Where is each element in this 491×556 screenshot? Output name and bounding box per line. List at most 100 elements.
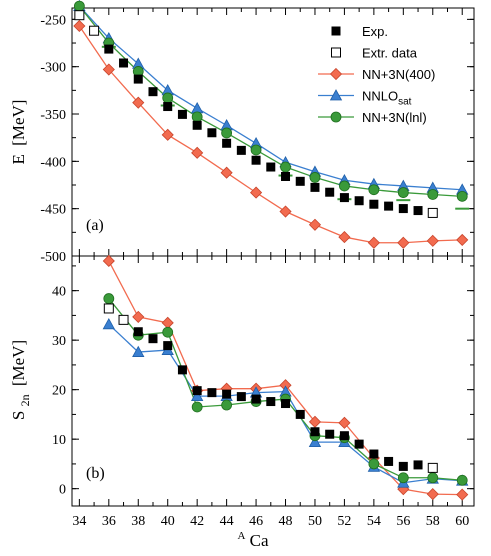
point-extr-data xyxy=(89,25,100,36)
legend: Exp. Extr. data NN+3N(400) NNLOsat NN+3N(lnl… xyxy=(318,24,435,125)
y-tick-label: 10 xyxy=(52,433,66,448)
x-tick-label: 48 xyxy=(279,514,293,529)
point-nn-3n-lnl- xyxy=(221,127,233,139)
point-exp- xyxy=(295,176,305,186)
panel-b: 0 10 20 30 40 34 36 38 40 42 44 46 48 50 52 54 56 58 60 (b… xyxy=(52,254,475,529)
y-tick-label: 30 xyxy=(52,334,66,349)
point-nn-3n-400- xyxy=(132,96,145,109)
point-exp- xyxy=(325,187,335,197)
panel-a-y-axis-label: E [MeV] xyxy=(9,100,28,165)
y-tick-label: 0 xyxy=(59,483,66,498)
point-nn-3n-lnl- xyxy=(456,190,468,202)
panel-b-y-axis-subscript: 2n xyxy=(18,394,32,406)
point-exp- xyxy=(133,327,143,337)
point-exp- xyxy=(177,109,187,119)
point-nn-3n-400- xyxy=(250,186,263,199)
point-nnlo-sat xyxy=(132,345,145,357)
legend-entry-label: NNLO xyxy=(362,89,398,104)
point-exp- xyxy=(339,431,349,441)
point-exp- xyxy=(148,334,158,344)
point-exp- xyxy=(384,456,394,466)
x-tick-label: 50 xyxy=(308,514,322,529)
point-nn-3n-lnl- xyxy=(162,326,174,338)
legend-marker xyxy=(331,26,341,36)
point-exp- xyxy=(413,460,423,470)
legend-marker xyxy=(331,47,341,58)
point-nn-3n-lnl- xyxy=(191,111,203,123)
y-tick-label: -500 xyxy=(40,250,66,265)
point-exp- xyxy=(310,427,320,437)
point-nn-3n-400- xyxy=(456,233,469,246)
point-exp- xyxy=(192,120,202,130)
point-nn-3n-lnl- xyxy=(73,0,85,12)
point-nn-3n-400- xyxy=(426,488,439,501)
point-exp- xyxy=(369,199,379,209)
x-axis-label-superscript: A xyxy=(237,530,245,542)
x-axis-label-element: Ca xyxy=(250,531,269,550)
legend-marker xyxy=(329,67,343,81)
point-nnlo-sat xyxy=(190,102,204,114)
point-exp- xyxy=(222,138,232,148)
point-nn-3n-lnl- xyxy=(427,472,439,484)
point-exp- xyxy=(310,182,320,192)
point-nn-3n-400- xyxy=(279,205,292,218)
point-nn-3n-400- xyxy=(161,316,174,329)
y-tick-label: -350 xyxy=(40,108,66,123)
legend-entry-label: Exp. xyxy=(362,24,388,39)
series-line-nn-3n-400- xyxy=(108,260,463,496)
point-nn-3n-400- xyxy=(338,231,351,244)
point-exp- xyxy=(398,204,408,214)
point-nn-3n-400- xyxy=(102,63,115,76)
point-nn-3n-lnl- xyxy=(397,472,409,484)
x-tick-label: 60 xyxy=(455,514,469,529)
point-exp- xyxy=(266,162,276,172)
y-tick-label: -400 xyxy=(40,155,66,170)
point-nn-3n-400- xyxy=(161,128,174,141)
point-exp- xyxy=(207,388,217,398)
legend-entry-label: Extr. data xyxy=(362,46,418,61)
legend-marker xyxy=(329,89,343,101)
point-exp- xyxy=(413,206,423,216)
panel-a: -500 -450 -400 -350 -300 -250 (a) Exp. Extr. d… xyxy=(40,0,475,265)
legend-entry-label: NN+3N(lnl) xyxy=(362,110,427,125)
legend-marker xyxy=(330,111,342,123)
point-nn-3n-400- xyxy=(308,218,322,231)
legend-entry: NN+3N(lnl) xyxy=(362,110,427,125)
point-exp- xyxy=(222,389,232,399)
point-nn-3n-400- xyxy=(73,19,86,33)
legend-entry-subscript: sat xyxy=(398,97,412,108)
point-exp- xyxy=(207,128,217,138)
panel-b-y-axis-label: S 2n [MeV] xyxy=(9,340,33,420)
point-exp- xyxy=(236,392,246,402)
point-nn-3n-400- xyxy=(191,146,204,159)
point-nn-3n-lnl- xyxy=(103,293,115,304)
panel-b-y-axis-quantity: S xyxy=(9,411,28,420)
point-exp- xyxy=(251,394,261,404)
y-tick-label: 40 xyxy=(52,285,66,300)
point-nn-3n-400- xyxy=(102,254,115,268)
y-tick-label: -300 xyxy=(40,61,66,76)
point-exp- xyxy=(163,102,173,112)
legend-entry: NNLOsat xyxy=(362,89,412,108)
point-nn-3n-400- xyxy=(397,236,410,249)
legend-entry-label: NN+3N(400) xyxy=(362,67,435,82)
point-nn-3n-400- xyxy=(132,310,145,323)
legend-entry: Extr. data xyxy=(362,46,418,61)
point-extr-data xyxy=(427,207,438,218)
x-tick-label: 42 xyxy=(190,514,204,529)
point-exp- xyxy=(281,171,291,181)
point-nn-3n-400- xyxy=(456,488,469,501)
point-nn-3n-lnl- xyxy=(221,399,233,411)
point-nn-3n-lnl- xyxy=(280,161,291,173)
point-exp- xyxy=(339,193,349,203)
point-extr-data xyxy=(427,462,438,473)
point-nn-3n-400- xyxy=(426,234,439,247)
y-tick-label: -250 xyxy=(40,13,66,28)
point-exp- xyxy=(354,439,364,449)
legend-entry: NN+3N(400) xyxy=(362,67,435,82)
point-nn-3n-lnl- xyxy=(397,187,409,198)
panel-b-y-axis-unit: [MeV] xyxy=(9,340,28,386)
panel-b-marks xyxy=(102,254,469,501)
point-nn-3n-lnl- xyxy=(250,144,262,156)
